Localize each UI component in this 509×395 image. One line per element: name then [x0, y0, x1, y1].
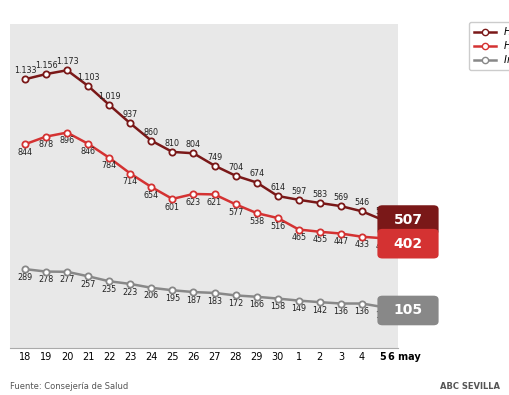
Text: 465: 465 — [291, 233, 306, 242]
Text: 278: 278 — [38, 275, 53, 284]
Text: 289: 289 — [17, 273, 33, 282]
Text: 597: 597 — [291, 187, 306, 196]
Text: 714: 714 — [123, 177, 137, 186]
Text: 142: 142 — [312, 306, 327, 315]
Text: 433: 433 — [354, 240, 369, 249]
Text: 810: 810 — [164, 139, 180, 148]
Text: 1.103: 1.103 — [77, 73, 99, 82]
Text: 896: 896 — [60, 136, 74, 145]
Text: 447: 447 — [333, 237, 348, 246]
Text: 749: 749 — [207, 152, 222, 162]
Text: 674: 674 — [248, 169, 264, 179]
Text: 937: 937 — [122, 110, 137, 119]
Text: 507: 507 — [375, 207, 390, 216]
Text: 223: 223 — [122, 288, 137, 297]
Text: 195: 195 — [164, 294, 180, 303]
Text: 158: 158 — [270, 302, 285, 311]
Text: 206: 206 — [144, 292, 159, 300]
Text: 583: 583 — [312, 190, 327, 199]
Text: 546: 546 — [354, 198, 369, 207]
Text: 6 may: 6 may — [387, 352, 419, 362]
Text: 183: 183 — [207, 297, 221, 306]
Text: 621: 621 — [207, 198, 221, 207]
Text: 149: 149 — [291, 304, 306, 313]
Text: 784: 784 — [101, 161, 117, 170]
Text: 187: 187 — [186, 295, 201, 305]
Text: 166: 166 — [249, 300, 264, 309]
Text: 120: 120 — [375, 311, 390, 320]
Text: 507: 507 — [393, 213, 421, 227]
Text: 846: 846 — [80, 147, 96, 156]
Text: ABC SEVILLA: ABC SEVILLA — [439, 382, 499, 391]
Text: 569: 569 — [333, 193, 348, 202]
Text: 860: 860 — [144, 128, 158, 137]
Text: 402: 402 — [392, 237, 422, 251]
Text: 878: 878 — [38, 140, 53, 149]
Text: 136: 136 — [354, 307, 369, 316]
Text: 804: 804 — [186, 140, 201, 149]
Text: 1.156: 1.156 — [35, 61, 57, 70]
Text: 844: 844 — [17, 148, 33, 157]
Text: 105: 105 — [392, 303, 422, 318]
Text: 614: 614 — [270, 183, 285, 192]
Text: 516: 516 — [270, 222, 285, 231]
Text: 623: 623 — [186, 198, 201, 207]
Text: 538: 538 — [248, 217, 264, 226]
Text: Fuente: Consejería de Salud: Fuente: Consejería de Salud — [10, 382, 128, 391]
Text: 1.019: 1.019 — [98, 92, 120, 101]
Legend: Hospitalizaciones totales, Hospitaliz. convencional, Ingresados en UCI: Hospitalizaciones totales, Hospitaliz. c… — [468, 22, 509, 70]
Text: 235: 235 — [101, 285, 117, 294]
Text: 654: 654 — [144, 191, 159, 199]
Text: 577: 577 — [228, 208, 243, 217]
Text: 136: 136 — [333, 307, 348, 316]
Text: 172: 172 — [228, 299, 243, 308]
Text: 277: 277 — [59, 275, 75, 284]
Text: 455: 455 — [312, 235, 327, 245]
Text: 1.133: 1.133 — [14, 66, 36, 75]
Text: 704: 704 — [228, 163, 243, 172]
Text: 257: 257 — [80, 280, 96, 289]
Text: 601: 601 — [164, 203, 180, 211]
Text: 1.173: 1.173 — [55, 57, 78, 66]
Text: 426: 426 — [375, 242, 390, 251]
